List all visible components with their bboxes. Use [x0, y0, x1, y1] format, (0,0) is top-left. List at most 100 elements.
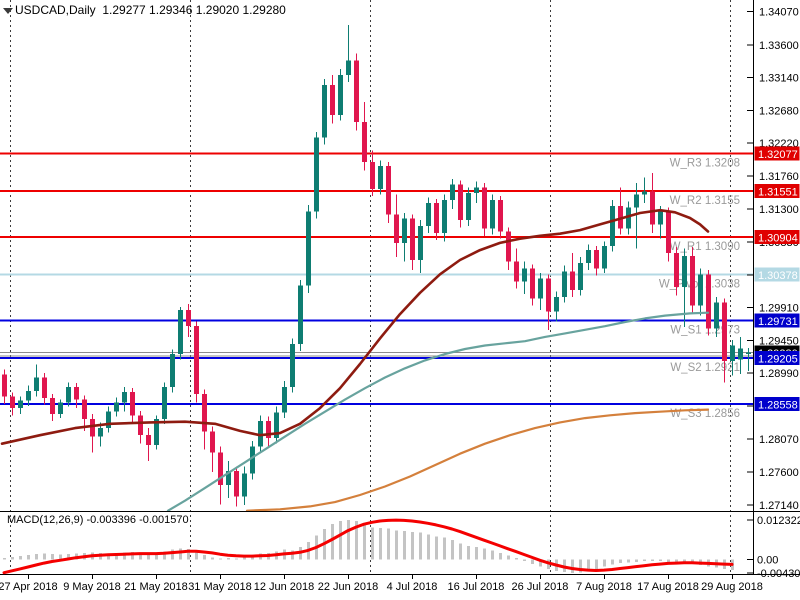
candle-bearish — [266, 420, 271, 439]
candle-bullish — [66, 386, 71, 403]
ma-fast-maroon-line — [0, 208, 710, 446]
candle-bearish — [546, 278, 551, 312]
macd-histogram-bar — [475, 547, 478, 560]
macd-histogram-bar — [403, 531, 406, 560]
date-axis-label: 27 Apr 2018 — [0, 581, 58, 593]
candle-bullish — [730, 345, 735, 362]
macd-histogram-bar — [539, 559, 542, 567]
macd-histogram-bar — [427, 534, 430, 560]
candle-bearish — [194, 326, 199, 394]
macd-histogram-bar — [203, 554, 206, 560]
macd-histogram-bar — [171, 549, 174, 560]
macd-histogram-bar — [371, 527, 374, 560]
macd-histogram-bar — [499, 552, 502, 560]
candle-bearish — [570, 271, 575, 290]
candle-bearish — [386, 166, 391, 215]
macd-histogram-bar — [683, 559, 686, 564]
macd-histogram-bar — [523, 559, 526, 562]
price-tag-w_s3 — [754, 397, 800, 412]
candle-bullish — [274, 412, 279, 439]
macd-histogram-bar — [587, 559, 590, 572]
candle-bullish — [418, 225, 423, 261]
price-tag-w_s2 — [754, 350, 800, 365]
macd-histogram-bar — [603, 559, 606, 567]
macd-histogram-bar — [627, 559, 630, 563]
level-label-w_s1: W_S1 1.2973 — [670, 324, 740, 336]
candle-bullish — [746, 352, 751, 354]
macd-histogram-bar — [211, 557, 214, 560]
candle-bearish — [370, 161, 375, 189]
date-axis-label: 26 Jul 2018 — [512, 581, 569, 593]
price-tag-w_s2-text: 1.29205 — [758, 353, 798, 365]
chart-menu-icon[interactable] — [3, 8, 13, 14]
candle-bullish — [682, 255, 687, 288]
macd-histogram-bar — [515, 558, 518, 560]
level-label-w_r1: W_R1 1.3090 — [670, 241, 740, 253]
level-label-w_r3: W_R3 1.3208 — [670, 157, 740, 169]
candle-bullish — [626, 207, 631, 229]
candle-bearish — [82, 399, 87, 419]
macd-histogram-bar — [347, 520, 350, 560]
candle-bullish — [322, 84, 327, 138]
price-tag-w_s1-text: 1.29731 — [758, 316, 798, 328]
macd-histogram-bar — [179, 548, 182, 560]
candle-bullish — [466, 193, 471, 221]
candle-bullish — [258, 420, 263, 447]
macd-histogram-bar — [291, 550, 294, 560]
macd-histogram-bar — [595, 559, 598, 569]
candle-bullish — [314, 137, 319, 212]
price-axis-label: 1.29450 — [759, 335, 799, 347]
price-tag-w_r1-text: 1.30904 — [758, 232, 798, 244]
price-axis-label: 1.27600 — [759, 467, 799, 479]
candle-bearish — [146, 435, 151, 446]
candle-bearish — [50, 398, 55, 414]
macd-histogram-bar — [195, 551, 198, 560]
macd-histogram-bar — [435, 536, 438, 560]
macd-histogram-bar — [235, 558, 238, 560]
macd-histogram-bar — [643, 559, 646, 562]
candle-bullish — [154, 418, 159, 446]
candle-bullish — [98, 428, 103, 437]
price-axis-label: 1.28070 — [759, 434, 799, 446]
macd-histogram-bar — [379, 528, 382, 560]
macd-histogram-bar — [339, 521, 342, 560]
price-tag-w_r1 — [754, 229, 800, 244]
date-axis-label: 22 Jun 2018 — [318, 581, 379, 593]
level-label-w_r2: W_R2 1.3155 — [670, 195, 740, 207]
price-axis-label: 1.31300 — [759, 204, 799, 216]
candle-bullish — [178, 309, 183, 355]
candle-bearish — [530, 268, 535, 299]
macd-histogram-bar — [115, 553, 118, 560]
candle-bearish — [234, 470, 239, 497]
candle-bullish — [106, 411, 111, 429]
candle-bullish — [522, 268, 527, 282]
candle-bullish — [642, 191, 647, 195]
macd-histogram-bar — [531, 559, 534, 564]
macd-histogram-bar — [107, 553, 110, 560]
candle-bullish — [578, 262, 583, 290]
macd-histogram-bar — [123, 552, 126, 560]
candle-bullish — [26, 391, 31, 401]
macd-axis-label: 0.00 — [757, 554, 778, 566]
candle-bullish — [586, 250, 591, 263]
macd-histogram-bar — [331, 524, 334, 560]
candle-bullish — [402, 218, 407, 243]
candle-bearish — [362, 121, 367, 162]
price-tag-w_r3-text: 1.32077 — [758, 149, 798, 161]
candle-bullish — [738, 348, 743, 360]
price-tag-w_r3 — [754, 146, 800, 161]
candle-bullish — [378, 166, 383, 189]
candle-bullish — [226, 470, 231, 486]
candle-bearish — [90, 418, 95, 437]
candle-bearish — [498, 200, 503, 232]
candle-bearish — [666, 211, 671, 253]
macd-axis-label: -0.004304 — [757, 568, 800, 580]
macd-histogram-bar — [355, 521, 358, 560]
macd-histogram-bar — [459, 543, 462, 560]
candle-bearish — [674, 252, 679, 288]
candle-bullish — [114, 402, 119, 412]
candle-bullish — [250, 446, 255, 474]
candle-bullish — [34, 377, 39, 392]
